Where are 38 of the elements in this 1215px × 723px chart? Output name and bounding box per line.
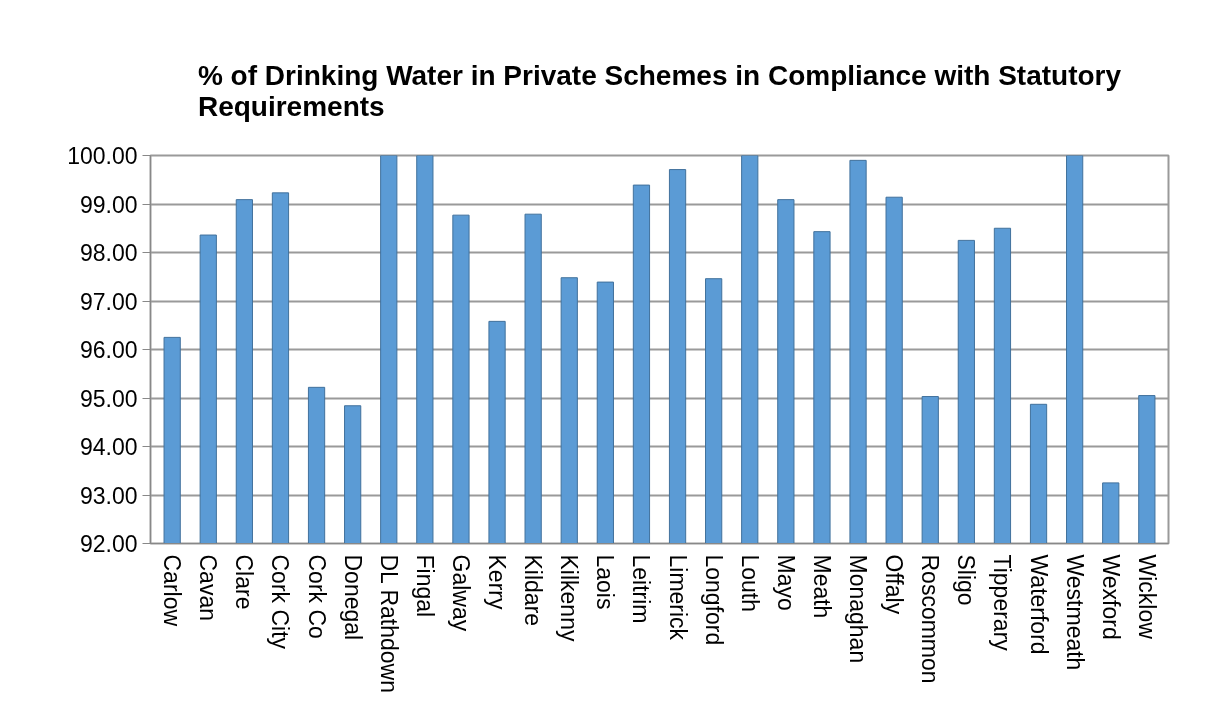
x-tick-label: Offaly bbox=[881, 554, 908, 615]
x-tick-label: Kilkenny bbox=[556, 554, 583, 642]
x-tick-label: Cavan bbox=[195, 554, 222, 621]
x-tick-label: Tipperary bbox=[989, 554, 1016, 652]
x-tick-label: Sligo bbox=[953, 554, 980, 606]
x-tick-label: Meath bbox=[808, 554, 835, 619]
x-tick-label: Wexford bbox=[1097, 554, 1124, 640]
x-tick-label: DL Rathdown bbox=[375, 554, 402, 694]
y-tick-label: 97.00 bbox=[79, 288, 138, 315]
x-tick-label: Galway bbox=[447, 554, 474, 632]
x-tick-label: Longford bbox=[700, 554, 727, 646]
x-tick-label: Kildare bbox=[520, 554, 547, 627]
x-tick-label: Roscommon bbox=[917, 554, 944, 684]
x-tick-label: Monaghan bbox=[845, 554, 872, 664]
x-tick-label: Limerick bbox=[664, 554, 691, 641]
y-tick-label: 94.00 bbox=[79, 434, 138, 460]
x-tick-label: Leitrim bbox=[628, 554, 655, 624]
x-tick-label: Carlow bbox=[159, 554, 186, 627]
x-tick-label: Clare bbox=[231, 554, 258, 610]
x-tick-label: Louth bbox=[736, 554, 763, 613]
x-tick-label: Wicklow bbox=[1133, 554, 1160, 640]
x-tick-label: Mayo bbox=[772, 554, 799, 611]
y-tick-label: 96.00 bbox=[79, 337, 138, 363]
x-tick-label: Laois bbox=[592, 554, 619, 610]
x-tick-label: Fingal bbox=[411, 554, 438, 618]
x-tick-label: Donegal bbox=[339, 554, 366, 641]
x-tick-label: Kerry bbox=[484, 554, 511, 610]
x-tick-label: Waterford bbox=[1025, 554, 1052, 655]
x-tick-label: Westmeath bbox=[1061, 554, 1088, 671]
y-tick-label: 98.00 bbox=[79, 240, 138, 266]
x-tick-label: Cork City bbox=[267, 554, 294, 650]
y-tick-label: 93.00 bbox=[79, 482, 138, 509]
chart-title: % of Drinking Water in Private Schemes in Compliance with Statutory Requirements bbox=[197, 59, 1122, 122]
y-tick-label: 99.00 bbox=[79, 191, 138, 218]
y-tick-label: 95.00 bbox=[79, 385, 138, 412]
x-tick-label: Cork Co bbox=[303, 554, 330, 639]
y-tick-label: 92.00 bbox=[79, 531, 138, 557]
y-tick-label: 100.00 bbox=[67, 143, 138, 169]
